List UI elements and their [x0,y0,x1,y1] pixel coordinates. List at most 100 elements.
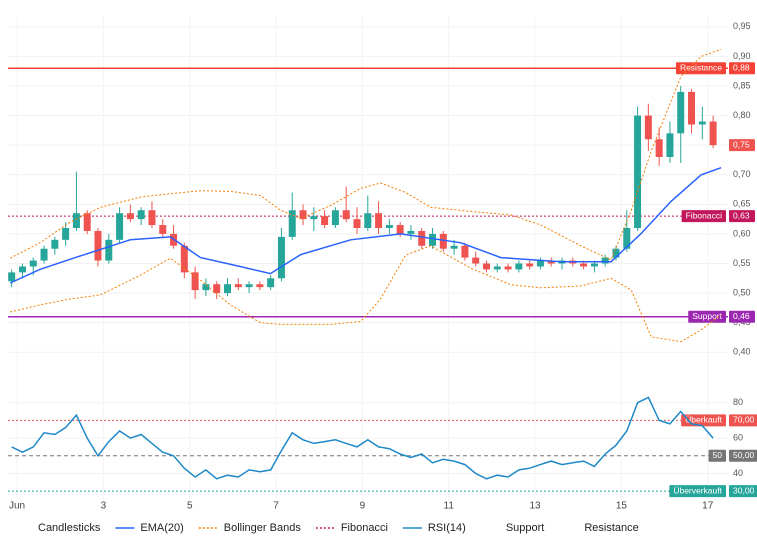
candle-body [245,284,253,288]
candle-body [698,121,706,125]
candle-body [223,284,231,294]
candle-body [72,213,80,228]
candle-body [450,245,458,249]
x-tick-label: 17 [702,501,714,512]
level-label: Resistance [680,63,722,73]
candle-body [277,236,285,279]
candle-body [234,284,242,288]
candle-body [655,139,663,157]
level-label: 50 [713,450,723,460]
candle-body [364,213,372,228]
level-label-box [681,210,726,223]
legend-label: Support [506,522,545,534]
legend-label: Resistance [584,522,638,534]
y-tick-label: 0,60 [733,228,751,238]
y-tick-label: 0,90 [733,51,751,61]
y-tick-label: 0,50 [733,287,751,297]
level-label-box [729,139,755,152]
level-label: 0,63 [733,210,750,220]
y-tick-label: 80 [733,397,743,407]
candle-body [385,225,393,228]
x-tick-label: 15 [616,501,628,512]
candle-body [666,133,674,157]
level-label: Fibonacci [686,210,722,220]
candle-body [396,225,404,234]
candle-body [439,233,447,249]
candle-body [310,216,318,220]
candle-body [612,248,620,258]
candle-body [51,239,59,249]
candle-body [342,210,350,220]
candle-body [547,260,555,264]
level-label-box [675,62,726,75]
y-tick-label: 0,95 [733,21,751,31]
candle-body [536,260,544,267]
level-label-box [708,449,726,462]
candle-body [180,245,188,273]
level-label: 0,75 [733,139,750,149]
level-label: 0,46 [733,311,750,321]
candle-body [590,263,598,267]
x-tick-label: 13 [529,501,541,512]
level-label: Überkauft [685,415,722,425]
candle-body [288,210,296,237]
candle-body [62,228,70,240]
y-tick-label: 0,65 [733,199,751,209]
candle-body [504,266,512,270]
y-tick-label: 0,85 [733,80,751,90]
x-tick-label: 3 [101,501,107,512]
level-label-box [729,485,757,498]
legend-label: RSI(14) [428,522,466,534]
candle-body [94,230,102,261]
candle-body [623,228,631,249]
candle-body [375,213,383,228]
level-label: 50,00 [733,450,755,460]
level-label-box [669,485,726,498]
level-label-box [688,310,726,323]
level-label-box [729,449,757,462]
candle-body [515,263,523,270]
candle-body [202,284,210,291]
candle-body [18,266,26,273]
candle-body [526,263,534,267]
candle-body [429,233,437,246]
level-label-box [729,62,755,75]
candle-body [299,210,307,220]
level-label: Support [692,311,722,321]
candle-body [116,213,124,240]
candle-body [137,210,145,220]
candle-body [580,263,588,267]
candle-body [159,225,167,234]
level-label-box [729,210,755,223]
y-tick-label: 60 [733,432,743,442]
candle-body [407,230,415,234]
candle-body [353,219,361,228]
candle-body [601,257,609,264]
x-tick-label: Jun [9,501,25,512]
y-tick-label: 0,55 [733,258,751,268]
level-label: 30,00 [733,485,755,495]
legend-label: Candlesticks [38,522,101,534]
candle-body [709,121,717,146]
band-line [9,48,722,261]
x-tick-label: 9 [360,501,366,512]
candle-body [461,245,469,258]
candle-body [8,272,16,282]
candle-body [688,91,696,125]
legend-label: Fibonacci [341,522,388,534]
x-tick-label: 11 [444,501,455,512]
level-label: Überverkauft [673,485,722,495]
candle-body [331,210,339,226]
candle-body [472,257,480,264]
x-tick-label: 5 [187,501,193,512]
level-label-box [729,310,755,323]
candle-body [148,210,156,226]
candle-body [493,266,501,270]
candle-body [83,213,91,231]
candle-body [321,216,329,226]
candle-body [29,260,37,267]
y-tick-label: 0,70 [733,169,751,179]
candle-body [267,278,275,288]
candle-body [644,115,652,140]
